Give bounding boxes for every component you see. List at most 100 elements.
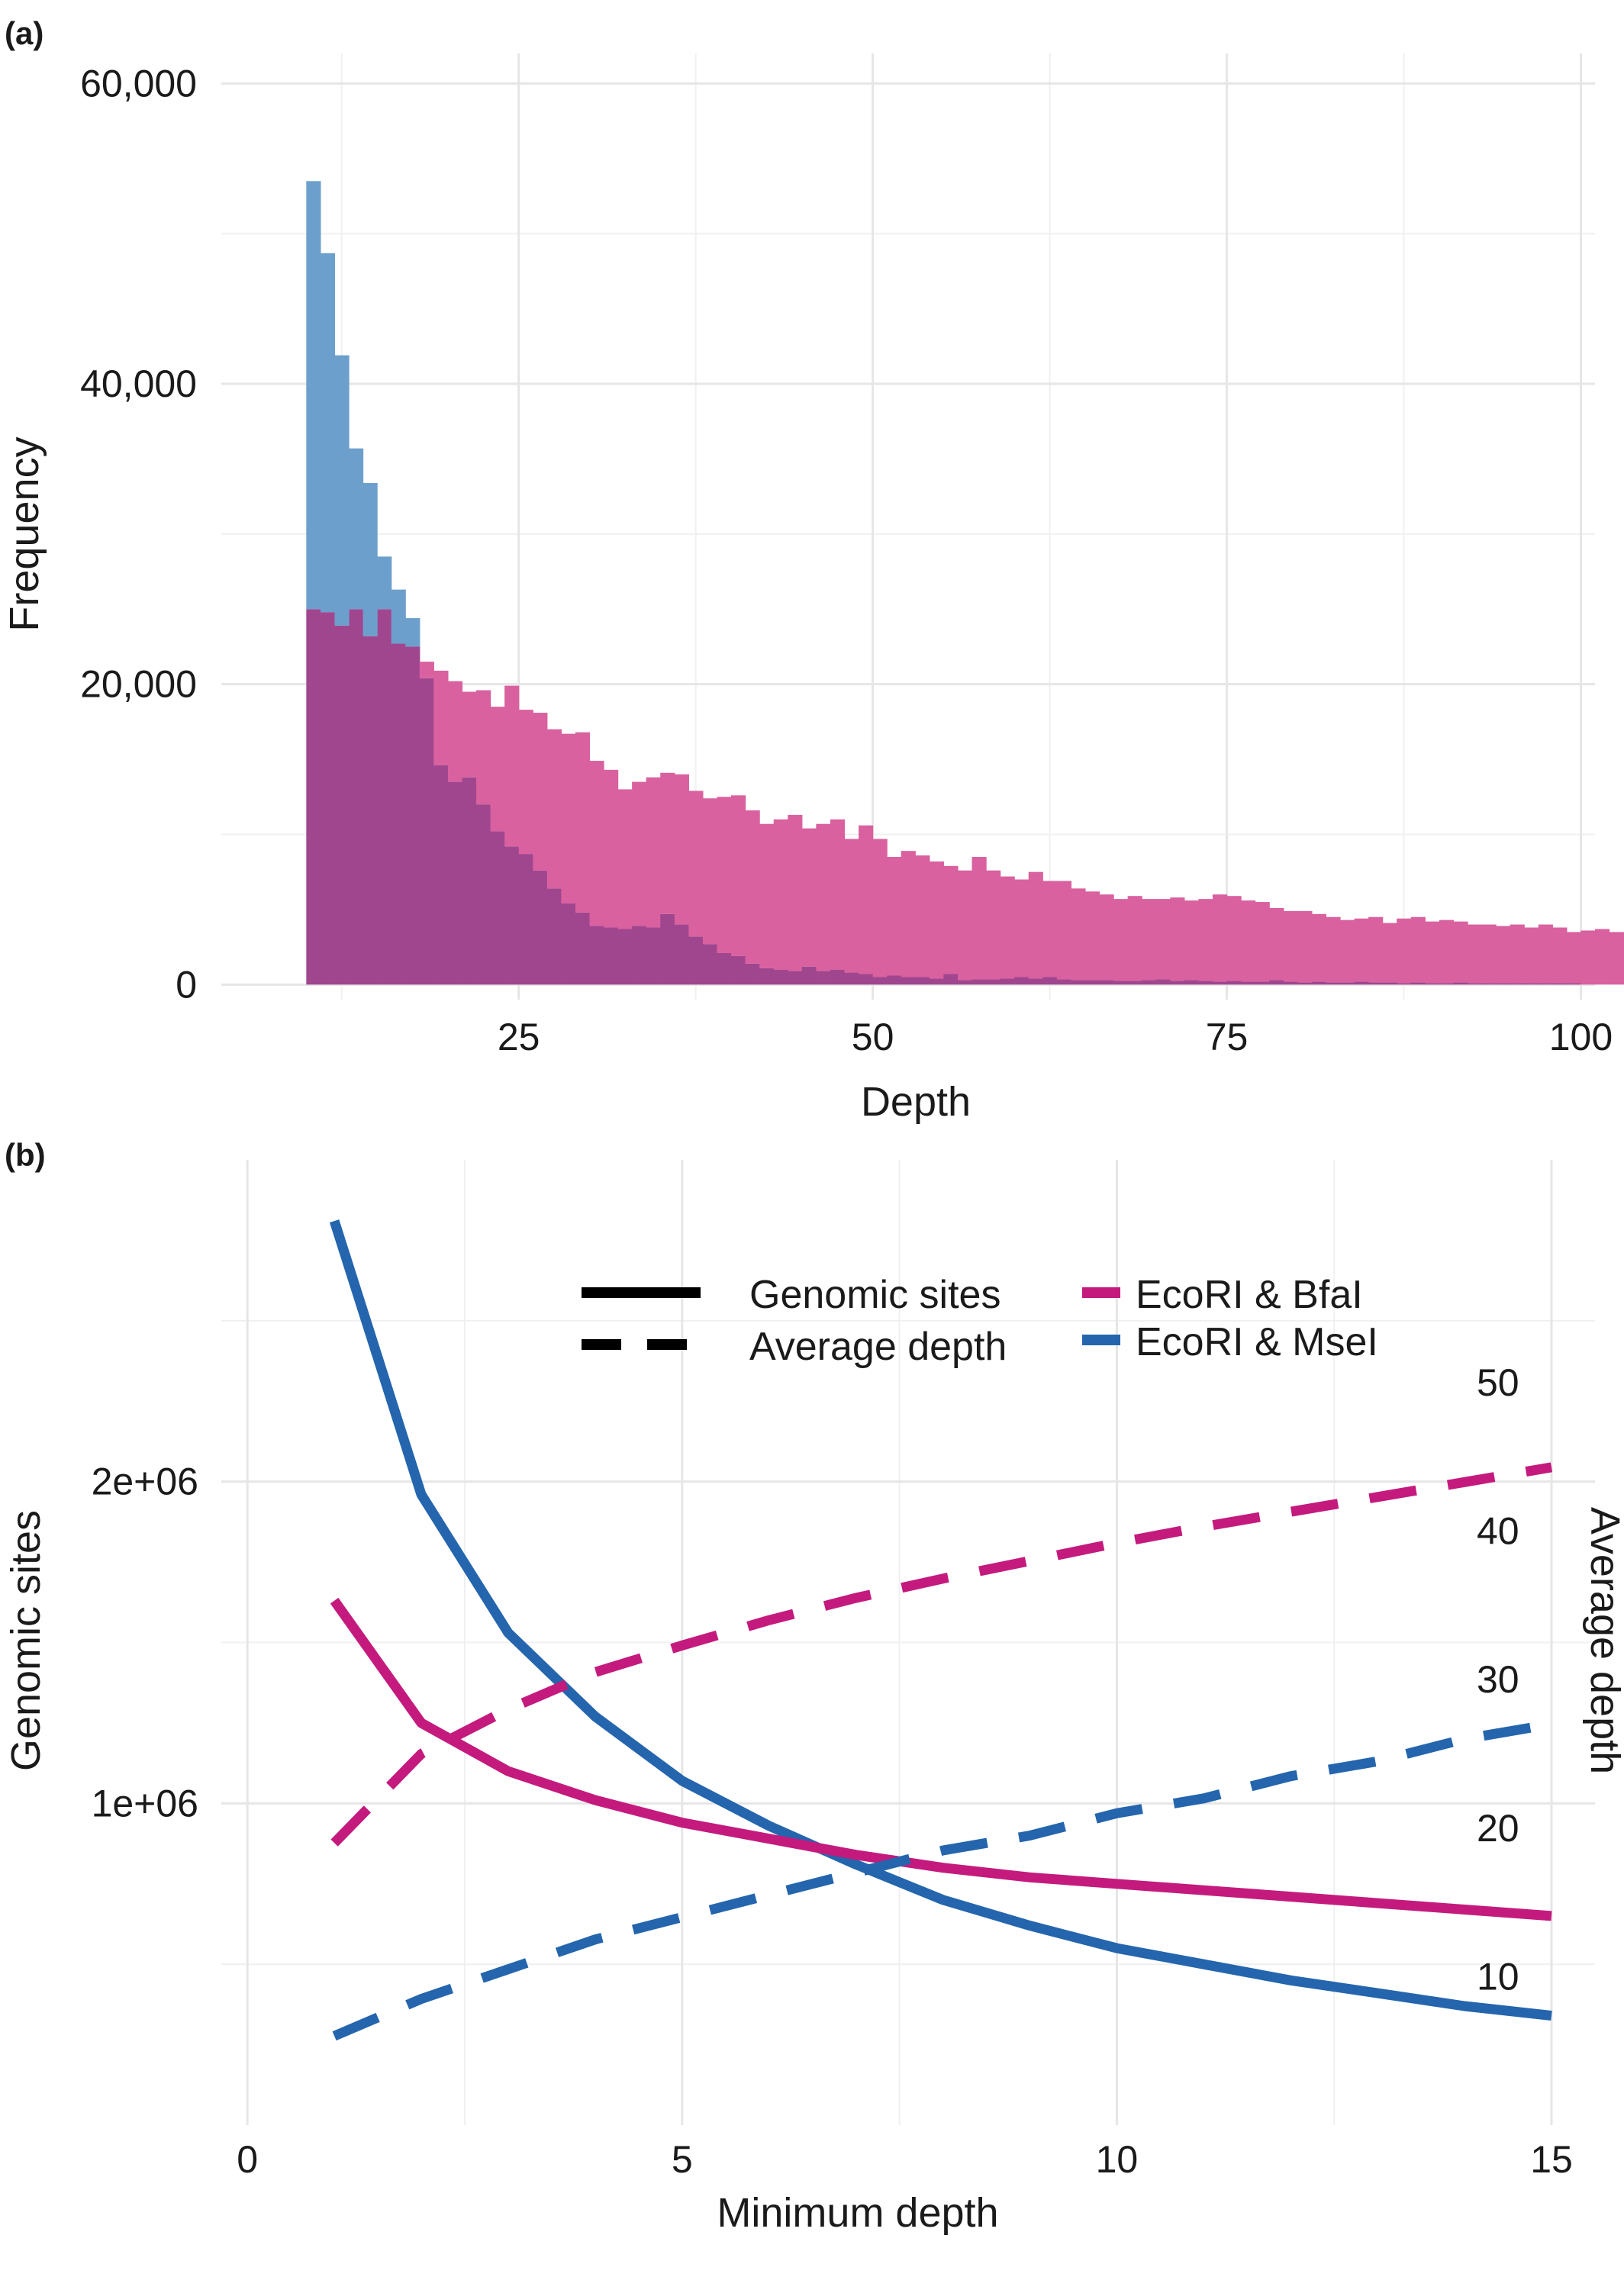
line-x-tick-label: 15 <box>1530 2138 1573 2181</box>
histogram-bar-overlap <box>1028 978 1043 985</box>
histogram-bar-overlap <box>816 971 831 985</box>
line-legend: Genomic sites Average depth EcoRI & BfaI… <box>582 1273 1378 1369</box>
histogram-bar-ecori-bfai <box>1241 900 1256 982</box>
histogram-bar-ecori-bfai <box>801 828 817 967</box>
histogram-bar-overlap <box>801 966 817 985</box>
histogram-bar-overlap <box>859 974 874 985</box>
histogram-bar-overlap <box>1566 983 1582 985</box>
histogram-bar-ecori-bfai <box>745 810 760 964</box>
panel-label-a: (a) <box>5 15 44 51</box>
histogram-bar-overlap <box>972 979 987 985</box>
histogram-bar-ecori-msei <box>320 253 336 613</box>
line-y2-axis-title: Average depth <box>1582 1507 1624 1774</box>
histogram-bar-overlap <box>1241 981 1256 985</box>
histogram-bar-overlap <box>1496 983 1511 985</box>
histogram-bar-ecori-bfai <box>447 681 463 782</box>
histogram-bar-overlap <box>1056 979 1072 985</box>
histogram-bar-ecori-bfai <box>1382 923 1397 983</box>
histogram-bar-ecori-bfai <box>1099 894 1114 981</box>
histogram-bar-overlap <box>405 646 420 985</box>
histogram-bar-overlap <box>1311 981 1327 985</box>
histogram-bar-overlap <box>887 975 902 985</box>
histogram-bar-overlap <box>1467 983 1483 985</box>
histogram-bar-ecori-bfai <box>575 732 591 913</box>
histogram-bar-overlap <box>731 955 746 985</box>
histogram-bar-overlap <box>349 609 364 985</box>
histogram-bar-overlap <box>320 612 336 985</box>
histogram-bar-ecori-bfai <box>1028 871 1043 979</box>
genomic-sites-line-ecori-msei <box>329 1219 1552 2021</box>
line-y-tick-label: 1e+06 <box>92 1782 198 1824</box>
histogram-bar-ecori-bfai <box>1155 899 1171 980</box>
histogram-bar-ecori-msei <box>405 618 420 647</box>
histogram-bar-overlap <box>1000 978 1015 985</box>
histogram-bar-ecori-bfai <box>674 774 689 925</box>
histogram-bar-overlap <box>929 978 944 985</box>
histogram-bar-overlap <box>1552 983 1568 985</box>
histogram-bar-ecori-bfai <box>490 707 505 832</box>
histogram-bar-ecori-bfai <box>1538 924 1553 984</box>
histogram-bar-ecori-bfai <box>1496 926 1511 984</box>
histogram-bar-overlap <box>1099 980 1114 985</box>
histogram-bar-overlap <box>1071 980 1086 985</box>
histogram-bar-ecori-msei <box>334 355 350 626</box>
histogram-bar-ecori-bfai <box>1397 918 1412 984</box>
histogram-bar-overlap <box>575 912 591 985</box>
histogram-bar-overlap <box>986 979 1001 985</box>
histogram-bar-ecori-bfai <box>717 797 732 953</box>
histogram-bar-ecori-bfai <box>915 855 930 977</box>
legend-label-ecori-bfai: EcoRI & BfaI <box>1136 1273 1363 1317</box>
histogram-bar-ecori-bfai <box>1198 899 1213 981</box>
histogram-bar-ecori-bfai <box>1326 916 1341 983</box>
histogram-bar-ecori-msei <box>306 181 321 610</box>
histogram-bar-overlap <box>788 971 803 985</box>
histogram-bar-ecori-bfai <box>617 789 633 929</box>
histogram-bar-ecori-bfai <box>887 857 902 976</box>
histogram-bars-ecori-bfai <box>306 609 1624 985</box>
histogram-bar-ecori-bfai <box>1510 924 1525 984</box>
histogram-bar-overlap <box>688 936 704 985</box>
histogram-bar-ecori-bfai <box>561 733 576 904</box>
histogram-grid <box>221 53 1595 1000</box>
histogram-bar-overlap <box>1155 979 1171 985</box>
histogram-x-tick-label: 25 <box>498 1016 540 1058</box>
line-y2-tick-label: 10 <box>1477 1955 1519 1998</box>
histogram-bar-ecori-bfai <box>1354 918 1369 982</box>
histogram-bar-ecori-bfai <box>1580 930 1596 985</box>
histogram-bar-ecori-bfai <box>830 819 846 970</box>
line-tick-labels: 0 5 10 15 1e+06 2e+06 10 20 30 40 50 <box>92 1361 1573 2181</box>
histogram-bar-ecori-bfai <box>476 690 491 805</box>
histogram-tick-labels: 25 50 75 100 0 20,000 40,000 60,000 <box>80 62 1613 1058</box>
histogram-bar-overlap <box>1042 977 1058 985</box>
histogram-panel: (a) 25 50 75 100 0 20,000 40,000 60,000 Depth F… <box>2 15 1624 1125</box>
histogram-bar-ecori-bfai <box>1000 876 1015 979</box>
histogram-bar-ecori-bfai <box>1056 881 1072 980</box>
histogram-bar-ecori-bfai <box>943 865 959 974</box>
histogram-bar-overlap <box>617 929 633 985</box>
histogram-bar-overlap <box>872 977 888 985</box>
histogram-bar-ecori-bfai <box>844 839 859 973</box>
histogram-bar-ecori-bfai <box>604 769 619 928</box>
histogram-bar-ecori-bfai <box>929 861 944 979</box>
histogram-bar-overlap <box>957 980 973 985</box>
histogram-bar-ecori-bfai <box>859 825 874 974</box>
histogram-bar-overlap <box>1255 981 1270 985</box>
histogram-bar-overlap <box>462 777 477 985</box>
histogram-bar-overlap <box>844 972 859 985</box>
histogram-bars-ecori-msei <box>306 181 420 647</box>
histogram-x-tick-label: 75 <box>1206 1016 1249 1058</box>
line-x-tick-label: 5 <box>672 2138 693 2181</box>
histogram-bar-overlap <box>518 854 533 985</box>
histogram-bar-ecori-bfai <box>1071 888 1086 981</box>
histogram-bar-ecori-bfai <box>1184 900 1200 981</box>
histogram-bar-ecori-bfai <box>1170 897 1185 981</box>
histogram-bar-overlap <box>1524 983 1539 985</box>
histogram-bar-overlap <box>306 609 321 985</box>
histogram-bar-overlap <box>433 765 449 985</box>
histogram-bar-ecori-bfai <box>986 870 1001 980</box>
histogram-bar-ecori-bfai <box>1283 910 1298 982</box>
histogram-bar-overlap <box>1113 981 1129 985</box>
histogram-bar-overlap <box>759 968 775 985</box>
line-panel: (b) 0 5 10 15 1e+06 2e+06 10 20 30 40 50 Minimum d… <box>3 1137 1624 2236</box>
